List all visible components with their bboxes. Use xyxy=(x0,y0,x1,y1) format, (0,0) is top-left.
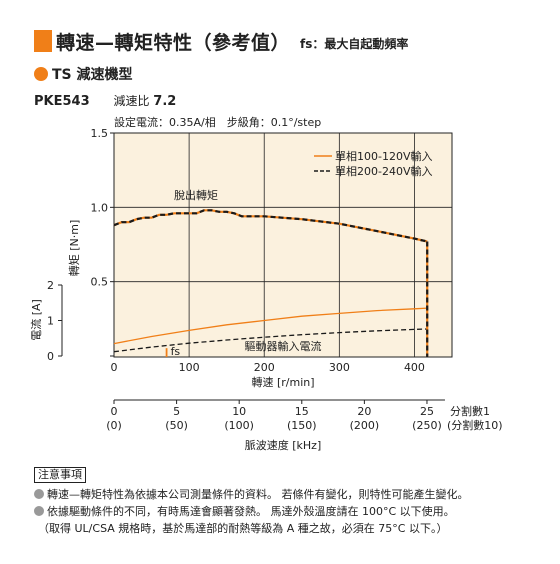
current-curve xyxy=(113,307,428,345)
note-text: 依據驅動條件的不同，有時馬達會顯著發熱。 馬達外殼溫度請在 100°C 以下使用… xyxy=(47,505,455,518)
pulse-subtick-label: (0) xyxy=(106,419,122,432)
pulse-subtick-label: (100) xyxy=(224,419,254,432)
ratio-label: 減速比 xyxy=(113,94,150,108)
current-tick-label: 1 xyxy=(47,315,54,328)
speed-tick-label: 400 xyxy=(404,361,425,374)
current-curve xyxy=(113,328,428,353)
fs-label: fs xyxy=(171,345,181,358)
bullet-icon xyxy=(34,489,44,499)
test-conditions: 設定電流：0.35A/相 步級角：0.1°/step xyxy=(114,116,322,129)
speed-tick-label: 100 xyxy=(179,361,200,374)
pulse-axis-title: 脈波速度 [kHz] xyxy=(245,438,322,452)
series-heading: TS 減速機型 xyxy=(34,64,133,84)
note-line: 依據驅動條件的不同，有時馬達會顯著發熱。 馬達外殼溫度請在 100°C 以下使用… xyxy=(34,503,554,520)
pulse-tick-label: 0 xyxy=(111,405,118,418)
pulse-tick-label: 20 xyxy=(357,405,371,418)
pulse-subtick-label: (250) xyxy=(412,419,442,432)
title-marker-icon xyxy=(34,30,52,52)
torque-tick-label: 1.0 xyxy=(91,201,109,214)
pullout-torque-curve-200v xyxy=(113,209,428,243)
pulse-tick-label: 10 xyxy=(232,405,246,418)
series-label: TS 減速機型 xyxy=(52,67,133,83)
note-text: （取得 UL/CSA 規格時，基於馬達部的耐熱等級為 A 種之故，必須在 75°… xyxy=(38,522,448,535)
current-axis-title: 電流 [A] xyxy=(29,299,43,341)
orange-dot-icon xyxy=(34,67,48,81)
model-code: PKE543 xyxy=(34,94,90,109)
legend-entry: 單相200-240V輸入 xyxy=(335,164,433,178)
notes-section: 注意事項 轉速—轉矩特性為依據本公司測量條件的資料。 若條件有變化，則特性可能產… xyxy=(34,466,554,537)
fs-note: fs：最大自起動頻率 xyxy=(300,36,409,51)
pullout-torque-label: 脫出轉矩 xyxy=(174,188,218,202)
plot-area xyxy=(113,132,453,358)
torque-axis-title: 轉矩 [N·m] xyxy=(68,220,81,277)
pulse-subtick-label: (200) xyxy=(350,419,380,432)
page-title: 轉速—轉矩特性（參考值） fs：最大自起動頻率 xyxy=(34,26,408,56)
division-label: (分割數10) xyxy=(447,418,503,432)
speed-tick-label: 0 xyxy=(111,361,118,374)
speed-tick-label: 300 xyxy=(329,361,350,374)
division-label: 分割數1 xyxy=(450,404,490,418)
pulse-tick-label: 25 xyxy=(420,405,434,418)
bullet-icon xyxy=(34,506,44,516)
note-text: 轉速—轉矩特性為依據本公司測量條件的資料。 若條件有變化，則特性可能產生變化。 xyxy=(47,488,469,501)
title-text: 轉速—轉矩特性（參考值） xyxy=(56,31,291,54)
model-line: PKE543 減速比 7.2 xyxy=(34,92,176,109)
torque-tick-label: 0.5 xyxy=(91,276,109,289)
torque-tick-label: 1.5 xyxy=(91,127,109,140)
pulse-tick-label: 5 xyxy=(173,405,180,418)
legend-entry: 單相100-120V輸入 xyxy=(335,149,433,163)
note-line: 轉速—轉矩特性為依據本公司測量條件的資料。 若條件有變化，則特性可能產生變化。 xyxy=(34,486,554,503)
pulse-tick-label: 15 xyxy=(295,405,309,418)
ratio-value: 7.2 xyxy=(153,94,177,109)
notes-title: 注意事項 xyxy=(34,467,86,483)
current-tick-label: 0 xyxy=(47,350,54,363)
speed-axis-title: 轉速 [r/min] xyxy=(251,376,314,389)
speed-tick-label: 200 xyxy=(254,361,275,374)
note-line: （取得 UL/CSA 規格時，基於馬達部的耐熱等級為 A 種之故，必須在 75°… xyxy=(34,520,554,537)
driver-current-label: 驅動器輸入電流 xyxy=(245,339,322,353)
pulse-subtick-label: (50) xyxy=(165,419,188,432)
pulse-subtick-label: (150) xyxy=(287,419,317,432)
current-tick-label: 2 xyxy=(47,279,54,292)
